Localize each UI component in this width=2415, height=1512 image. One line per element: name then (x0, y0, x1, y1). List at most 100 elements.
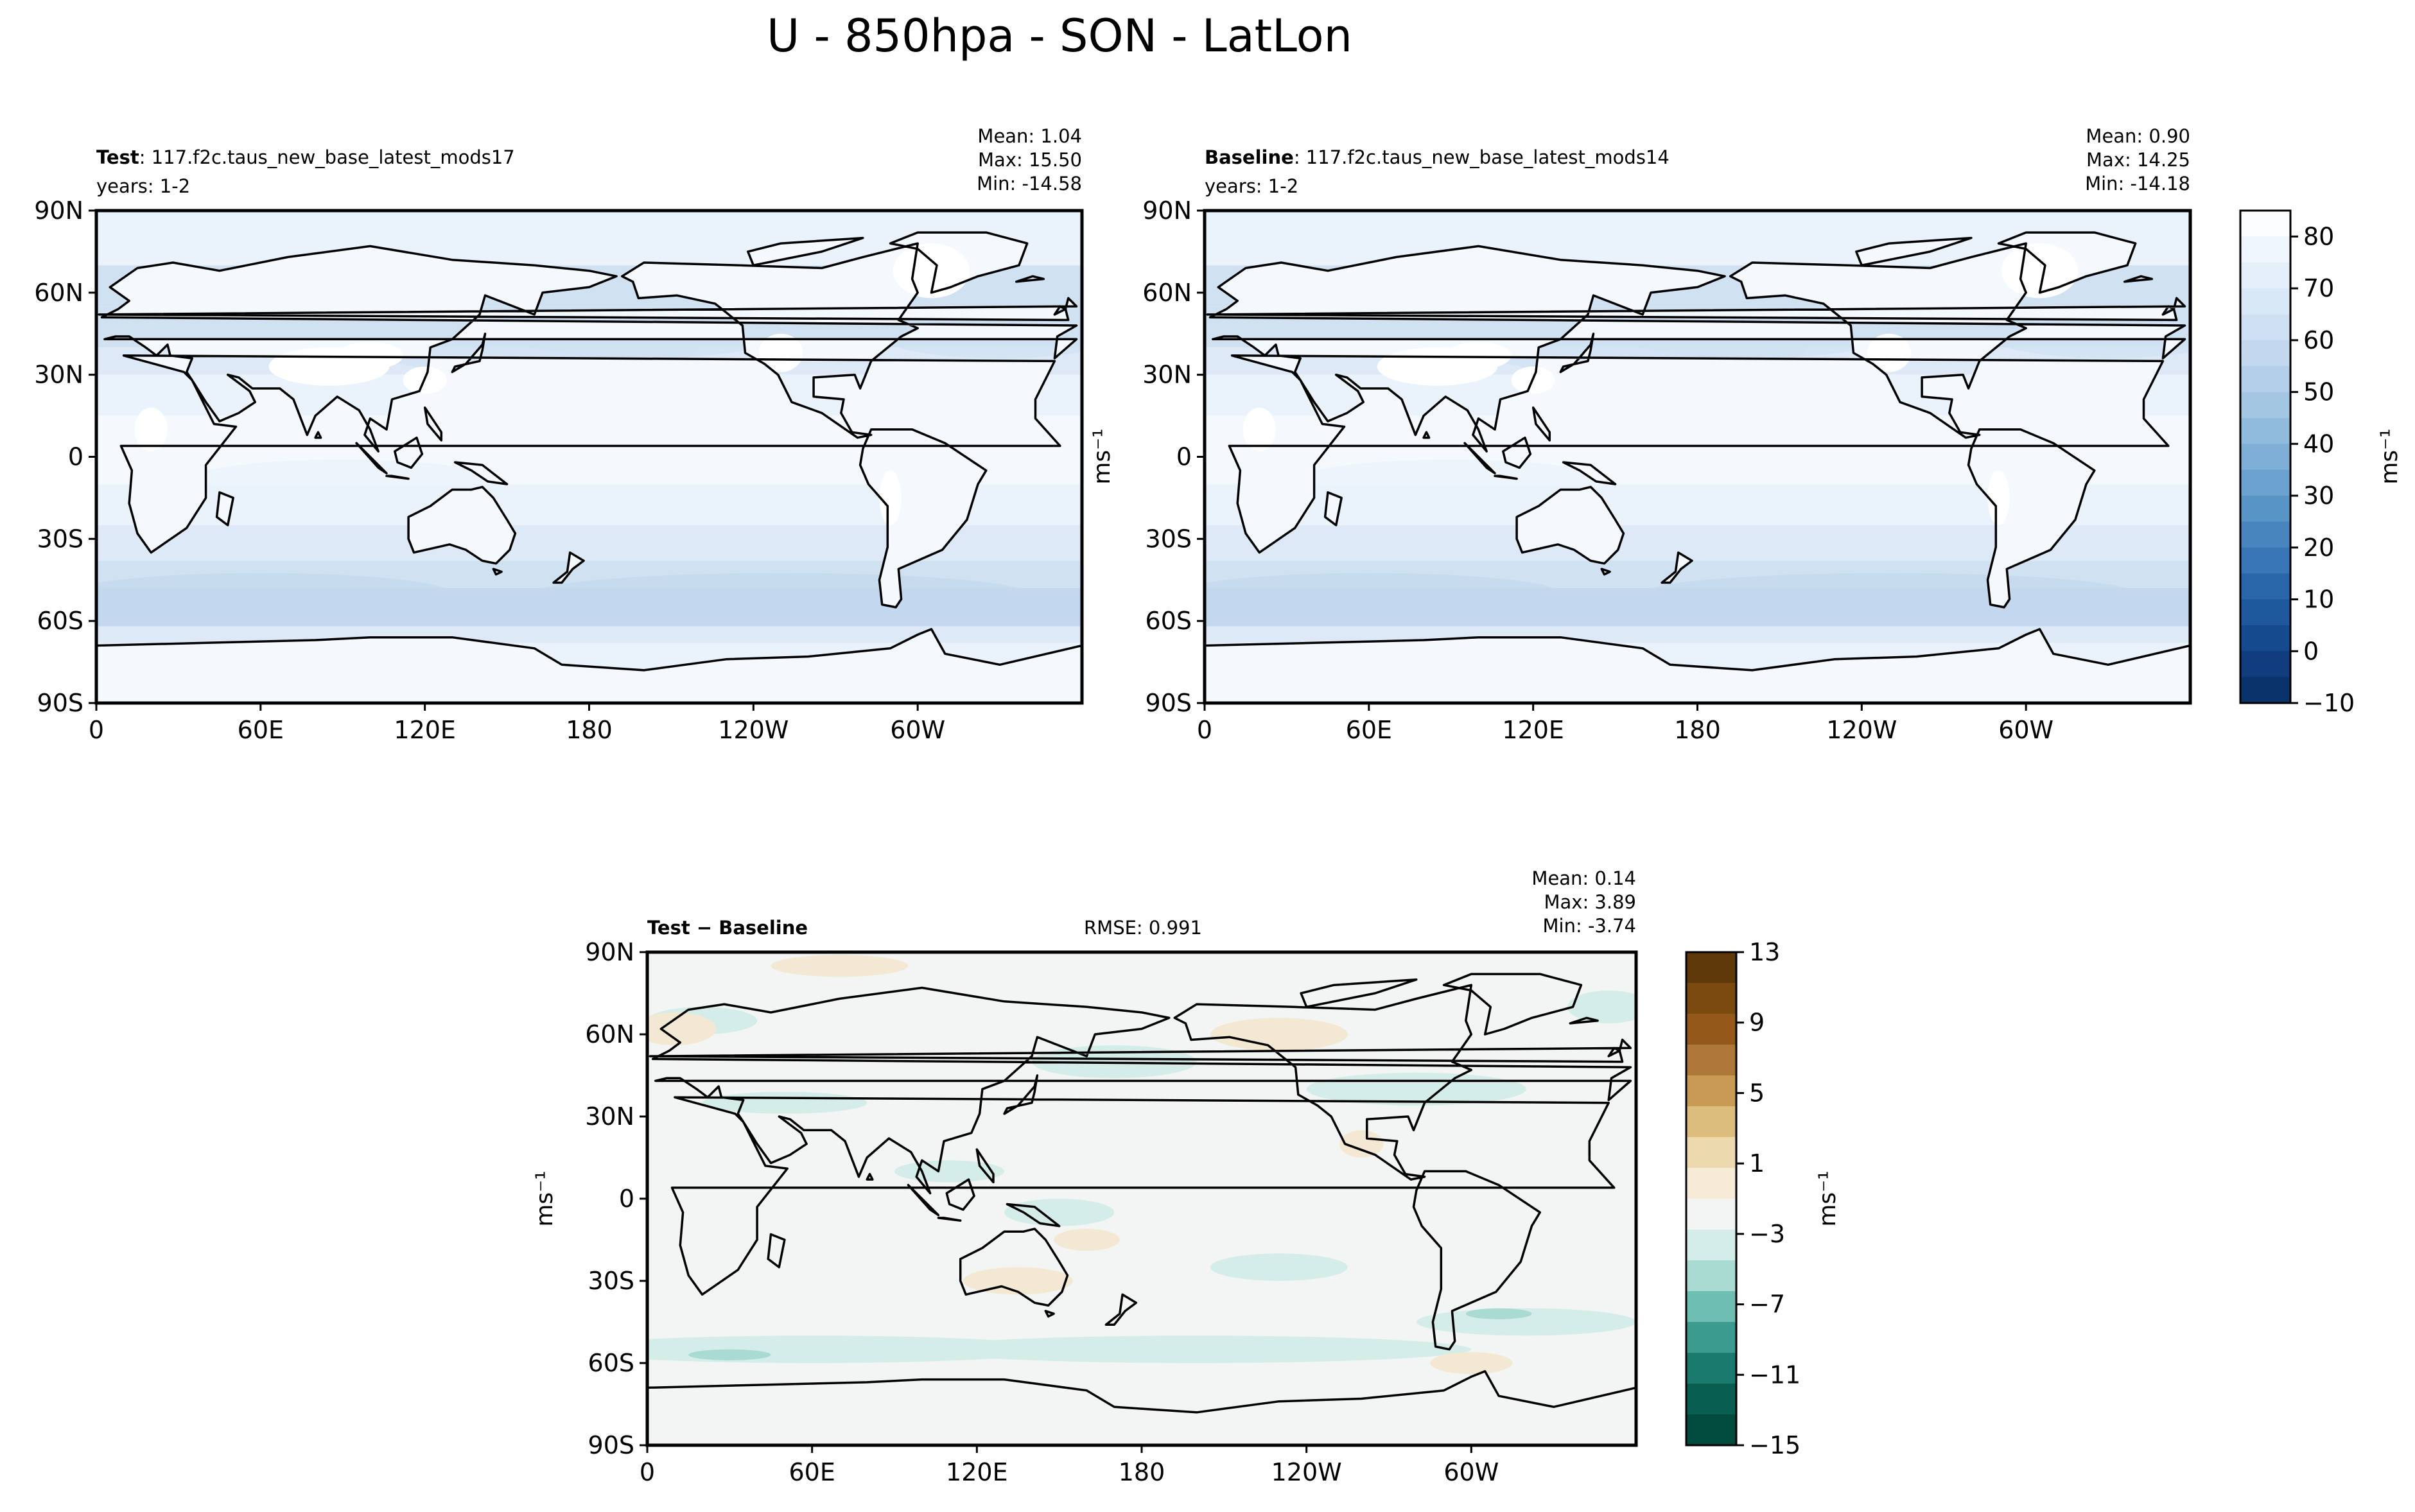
high-terrain-patch (1242, 407, 1276, 451)
diff-colorbar-label: ms⁻¹ (1815, 1170, 1841, 1226)
y-tick-label: 60N (34, 279, 83, 307)
diff-max: Max: 3.89 (1544, 891, 1636, 913)
colorbar-band (2240, 496, 2290, 522)
x-tick-label: 120W (718, 716, 789, 744)
colorbar-band (2240, 444, 2290, 471)
colorbar-band (2240, 392, 2290, 419)
colorbar-band (2240, 547, 2290, 574)
test-years: years: 1-2 (96, 175, 190, 197)
high-terrain-patch (2001, 243, 2079, 299)
colorbar-band (2240, 417, 2290, 444)
diff-y-ticks: 90N 60N 30N 0 30S 60S 90S (585, 938, 647, 1459)
x-tick-label: 180 (566, 716, 613, 744)
colorbar-band (1686, 1414, 1736, 1446)
baseline-years: years: 1-2 (1205, 175, 1298, 197)
diff-units-label-left: ms⁻¹ (532, 1170, 558, 1226)
y-tick-label: 0 (1176, 443, 1192, 471)
baseline-mean: Mean: 0.90 (2086, 125, 2190, 147)
colorbar-band (2240, 521, 2290, 548)
coastline (96, 231, 1082, 703)
colorbar-band (2240, 236, 2290, 263)
colorbar-tick-label: 40 (2303, 430, 2334, 458)
baseline-x-ticks: 0 60E 120E 180 120W 60W (1197, 703, 2053, 744)
x-tick-label: 180 (1674, 716, 1721, 744)
diff-strong-positive-region (1465, 1308, 1532, 1319)
colorbar-band (1686, 1199, 1736, 1230)
diff-label: Test − Baseline (647, 917, 808, 939)
colorbar-band (1686, 1106, 1736, 1138)
x-tick-label: 0 (640, 1458, 655, 1486)
diff-negative-region (1054, 1228, 1120, 1251)
coastline (1205, 231, 2190, 703)
svg-text:Test: 117.f2c.taus_new_base_la: Test: 117.f2c.taus_new_base_latest_mods1… (96, 146, 515, 168)
svg-text:Baseline: 117.f2c.taus_new_bas: Baseline: 117.f2c.taus_new_base_latest_m… (1205, 146, 1670, 168)
top-colorbar-ticks: 80 70 60 50 40 30 20 10 0 −10 (2290, 222, 2355, 717)
x-tick-label: 120E (1502, 716, 1564, 744)
baseline-y-ticks: 90N 60N 30N 0 30S 60S 90S (1142, 196, 1205, 717)
y-tick-label: 30N (34, 361, 83, 389)
y-tick-label: 30S (37, 525, 83, 553)
diff-colorbar-frame (1685, 951, 1738, 1447)
colorbar-band (2240, 651, 2290, 678)
diff-colorbar-ticks: 13 9 5 1 −3 −7 −11 −15 (1736, 938, 1800, 1459)
colorbar-band (1686, 1137, 1736, 1169)
colorbar-tick-label: 0 (2303, 637, 2319, 665)
panel-baseline: Baseline: 117.f2c.taus_new_base_latest_m… (1089, 125, 2192, 744)
diff-mean: Mean: 0.14 (1531, 867, 1636, 889)
test-max: Max: 15.50 (978, 149, 1082, 171)
colorbar-band (1686, 1384, 1736, 1415)
colorbar-tick-label: 10 (2303, 586, 2334, 614)
colorbar-tick-label: −3 (1749, 1220, 1785, 1248)
test-x-ticks: 0 60E 120E 180 120W 60W (89, 703, 945, 744)
colorbar-band (2240, 599, 2290, 626)
colorbar-band (1686, 1168, 1736, 1199)
y-tick-label: 60N (585, 1020, 634, 1048)
test-min: Min: -14.58 (977, 173, 1082, 195)
colorbar-tick-label: 50 (2303, 378, 2334, 406)
diff-colorbar-bands (1686, 952, 1736, 1446)
high-terrain-patch (758, 333, 803, 372)
colorbar-tick-label: 9 (1749, 1009, 1765, 1037)
baseline-map-field (1205, 211, 2190, 703)
y-tick-label: 90S (1146, 689, 1192, 717)
y-tick-label: 90N (585, 938, 634, 966)
high-terrain-patch (1867, 333, 1912, 372)
top-colorbar: 80 70 60 50 40 30 20 10 0 −10 ms⁻¹ (2239, 209, 2403, 717)
colorbar-tick-label: −15 (1749, 1431, 1800, 1459)
y-tick-label: 90N (34, 196, 83, 225)
colorbar-tick-label: 13 (1749, 938, 1780, 966)
diff-positive-region (1004, 1199, 1115, 1226)
diff-negative-region (647, 1012, 716, 1046)
wind-cell (534, 573, 1027, 614)
y-tick-label: 30S (1146, 525, 1192, 553)
baseline-label-bold: Baseline (1205, 146, 1294, 168)
diff-positive-region (1567, 990, 1636, 1023)
colorbar-tick-label: 60 (2303, 326, 2334, 354)
colorbar-tick-label: −10 (2303, 689, 2355, 717)
colorbar-band (1686, 983, 1736, 1014)
colorbar-tick-label: 70 (2303, 274, 2334, 302)
y-tick-label: 60N (1142, 279, 1192, 307)
x-tick-label: 120E (946, 1458, 1008, 1486)
top-colorbar-frame (2239, 209, 2292, 704)
panel-diff: Test − Baseline RMSE: 0.991 Mean: 0.14 M… (532, 867, 1638, 1486)
y-tick-label: 90S (37, 689, 83, 717)
x-tick-label: 60E (1346, 716, 1392, 744)
diff-negative-region (1339, 1130, 1384, 1158)
colorbar-tick-label: −11 (1749, 1360, 1800, 1389)
x-tick-label: 60E (789, 1458, 835, 1486)
x-tick-label: 60W (1998, 716, 2053, 744)
colorbar-band (2240, 573, 2290, 600)
colorbar-tick-label: −7 (1749, 1290, 1785, 1319)
colorbar-band (1686, 952, 1736, 984)
x-tick-label: 60W (1443, 1458, 1499, 1486)
test-y-ticks: 90N 60N 30N 0 30S 60S 90S (34, 196, 96, 717)
diff-positive-region (1210, 1253, 1348, 1281)
colorbar-band (1686, 1230, 1736, 1261)
diff-map-field (647, 952, 1636, 1445)
diff-rmse: RMSE: 0.991 (1084, 917, 1202, 939)
colorbar-tick-label: 30 (2303, 482, 2334, 510)
wind-cell (1286, 459, 1616, 509)
diff-negative-region (1430, 1351, 1513, 1375)
